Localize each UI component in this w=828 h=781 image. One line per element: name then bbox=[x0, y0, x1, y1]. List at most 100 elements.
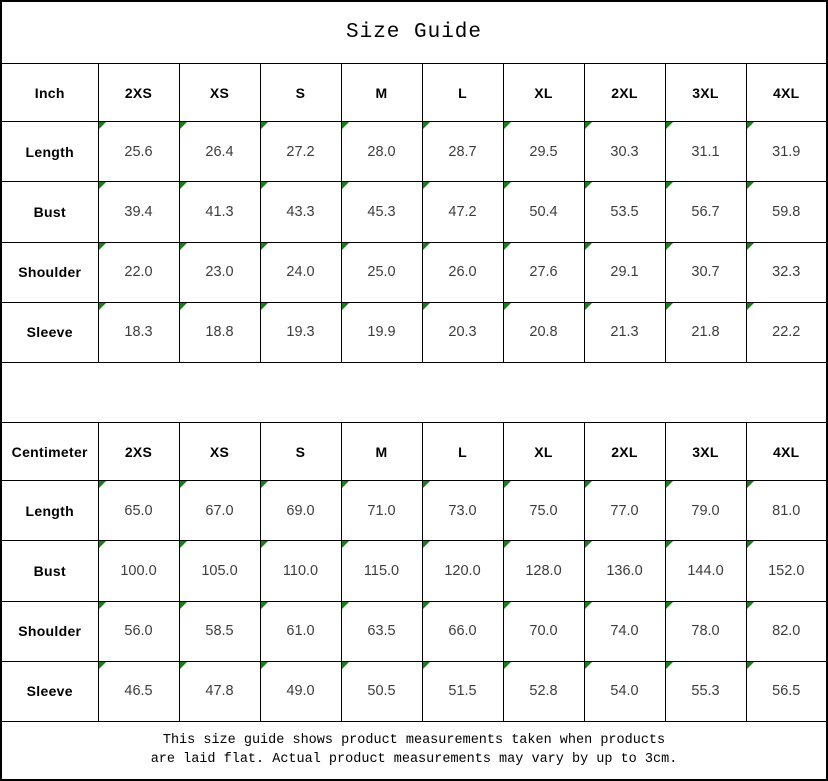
cell-flag-icon bbox=[746, 302, 754, 310]
value-cell: 61.0 bbox=[259, 600, 342, 662]
cell-flag-icon bbox=[584, 661, 592, 669]
cell-flag-icon bbox=[341, 481, 349, 489]
value-cell: 29.5 bbox=[502, 121, 585, 183]
size-header-cell: S bbox=[259, 422, 342, 482]
cell-flag-icon bbox=[422, 302, 430, 310]
cell-flag-icon bbox=[98, 122, 106, 130]
value-cell: 46.5 bbox=[97, 660, 180, 722]
cell-flag-icon bbox=[584, 481, 592, 489]
value-cell: 56.5 bbox=[745, 660, 828, 722]
value-cell: 30.7 bbox=[664, 241, 747, 303]
value-cell: 75.0 bbox=[502, 480, 585, 542]
measurement-row: Bust 100.0 105.0 110.0 115.0 120.0 128.0 136.0 1… bbox=[0, 540, 828, 602]
cell-flag-icon bbox=[260, 601, 268, 609]
measurement-value: 82.0 bbox=[772, 623, 801, 640]
measurement-value: 27.6 bbox=[529, 264, 558, 281]
centimeter-table-section: Centimeter 2XS XS S M L XL 2XL 3XL 4XL Length 65.0 6… bbox=[0, 422, 828, 722]
cell-flag-icon bbox=[503, 541, 511, 549]
measurement-value: 27.2 bbox=[286, 143, 315, 160]
cell-flag-icon bbox=[179, 242, 187, 250]
value-cell: 51.5 bbox=[421, 660, 504, 722]
value-cell: 28.7 bbox=[421, 121, 504, 183]
value-cell: 39.4 bbox=[97, 181, 180, 243]
cell-flag-icon bbox=[179, 661, 187, 669]
measurement-row: Sleeve 46.5 47.8 49.0 50.5 51.5 52.8 54.0 55.3 56… bbox=[0, 660, 828, 722]
value-cell: 66.0 bbox=[421, 600, 504, 662]
cell-flag-icon bbox=[503, 601, 511, 609]
measurement-value: 25.0 bbox=[367, 264, 396, 281]
measurement-value: 75.0 bbox=[529, 502, 558, 519]
value-cell: 58.5 bbox=[178, 600, 261, 662]
measurement-value: 71.0 bbox=[367, 502, 396, 519]
value-cell: 21.3 bbox=[583, 301, 666, 363]
value-cell: 21.8 bbox=[664, 301, 747, 363]
measurement-value: 79.0 bbox=[691, 502, 720, 519]
cell-flag-icon bbox=[260, 481, 268, 489]
cell-flag-icon bbox=[503, 302, 511, 310]
measurement-value: 74.0 bbox=[610, 623, 639, 640]
measurement-value: 70.0 bbox=[529, 623, 558, 640]
cell-flag-icon bbox=[422, 601, 430, 609]
size-header-cell: 2XL bbox=[583, 63, 666, 123]
cell-flag-icon bbox=[746, 242, 754, 250]
cell-flag-icon bbox=[503, 242, 511, 250]
measurement-value: 31.1 bbox=[691, 143, 720, 160]
measurement-value: 50.4 bbox=[529, 204, 558, 221]
measurement-value: 56.7 bbox=[691, 204, 720, 221]
size-header-cell: 2XS bbox=[97, 422, 180, 482]
footer-line-1: This size guide shows product measuremen… bbox=[162, 732, 666, 748]
cell-flag-icon bbox=[422, 481, 430, 489]
cell-flag-icon bbox=[584, 242, 592, 250]
value-cell: 27.2 bbox=[259, 121, 342, 183]
size-header-cell: 4XL bbox=[745, 63, 828, 123]
measurement-value: 56.5 bbox=[772, 683, 801, 700]
value-cell: 82.0 bbox=[745, 600, 828, 662]
value-cell: 54.0 bbox=[583, 660, 666, 722]
measurement-value: 120.0 bbox=[444, 562, 481, 579]
measurement-value: 110.0 bbox=[282, 562, 319, 579]
value-cell: 47.2 bbox=[421, 181, 504, 243]
value-cell: 20.8 bbox=[502, 301, 585, 363]
size-header-cell: S bbox=[259, 63, 342, 123]
value-cell: 67.0 bbox=[178, 480, 261, 542]
measurement-value: 49.0 bbox=[286, 683, 315, 700]
footer-line-2: are laid flat. Actual product measuremen… bbox=[150, 752, 678, 768]
cell-flag-icon bbox=[503, 182, 511, 190]
size-header-row: Inch 2XS XS S M L XL 2XL 3XL 4XL bbox=[0, 63, 828, 123]
value-cell: 20.3 bbox=[421, 301, 504, 363]
row-label-cell: Length bbox=[0, 480, 99, 542]
cell-flag-icon bbox=[665, 481, 673, 489]
value-cell: 77.0 bbox=[583, 480, 666, 542]
value-cell: 24.0 bbox=[259, 241, 342, 303]
size-header-cell: L bbox=[421, 422, 504, 482]
value-cell: 136.0 bbox=[583, 540, 666, 602]
measurement-value: 63.5 bbox=[367, 623, 396, 640]
cell-flag-icon bbox=[665, 122, 673, 130]
measurement-value: 67.0 bbox=[205, 502, 234, 519]
measurement-value: 30.7 bbox=[691, 264, 720, 281]
value-cell: 49.0 bbox=[259, 660, 342, 722]
cell-flag-icon bbox=[746, 481, 754, 489]
measurement-value: 19.3 bbox=[286, 324, 315, 341]
cell-flag-icon bbox=[98, 242, 106, 250]
cell-flag-icon bbox=[98, 601, 106, 609]
value-cell: 19.3 bbox=[259, 301, 342, 363]
value-cell: 28.0 bbox=[340, 121, 423, 183]
value-cell: 50.4 bbox=[502, 181, 585, 243]
measurement-value: 69.0 bbox=[286, 502, 315, 519]
measurement-value: 66.0 bbox=[448, 623, 477, 640]
row-label-cell: Length bbox=[0, 121, 99, 183]
measurement-value: 31.9 bbox=[772, 143, 801, 160]
measurement-value: 22.0 bbox=[124, 264, 153, 281]
cell-flag-icon bbox=[341, 661, 349, 669]
cell-flag-icon bbox=[98, 541, 106, 549]
value-cell: 79.0 bbox=[664, 480, 747, 542]
measurement-value: 30.3 bbox=[610, 143, 639, 160]
measurement-value: 136.0 bbox=[606, 562, 643, 579]
measurement-value: 105.0 bbox=[201, 562, 238, 579]
measurement-row: Sleeve 18.3 18.8 19.3 19.9 20.3 20.8 21.3 21.8 22… bbox=[0, 301, 828, 363]
cell-flag-icon bbox=[179, 182, 187, 190]
measurement-value: 22.2 bbox=[772, 324, 801, 341]
value-cell: 56.7 bbox=[664, 181, 747, 243]
value-cell: 31.9 bbox=[745, 121, 828, 183]
